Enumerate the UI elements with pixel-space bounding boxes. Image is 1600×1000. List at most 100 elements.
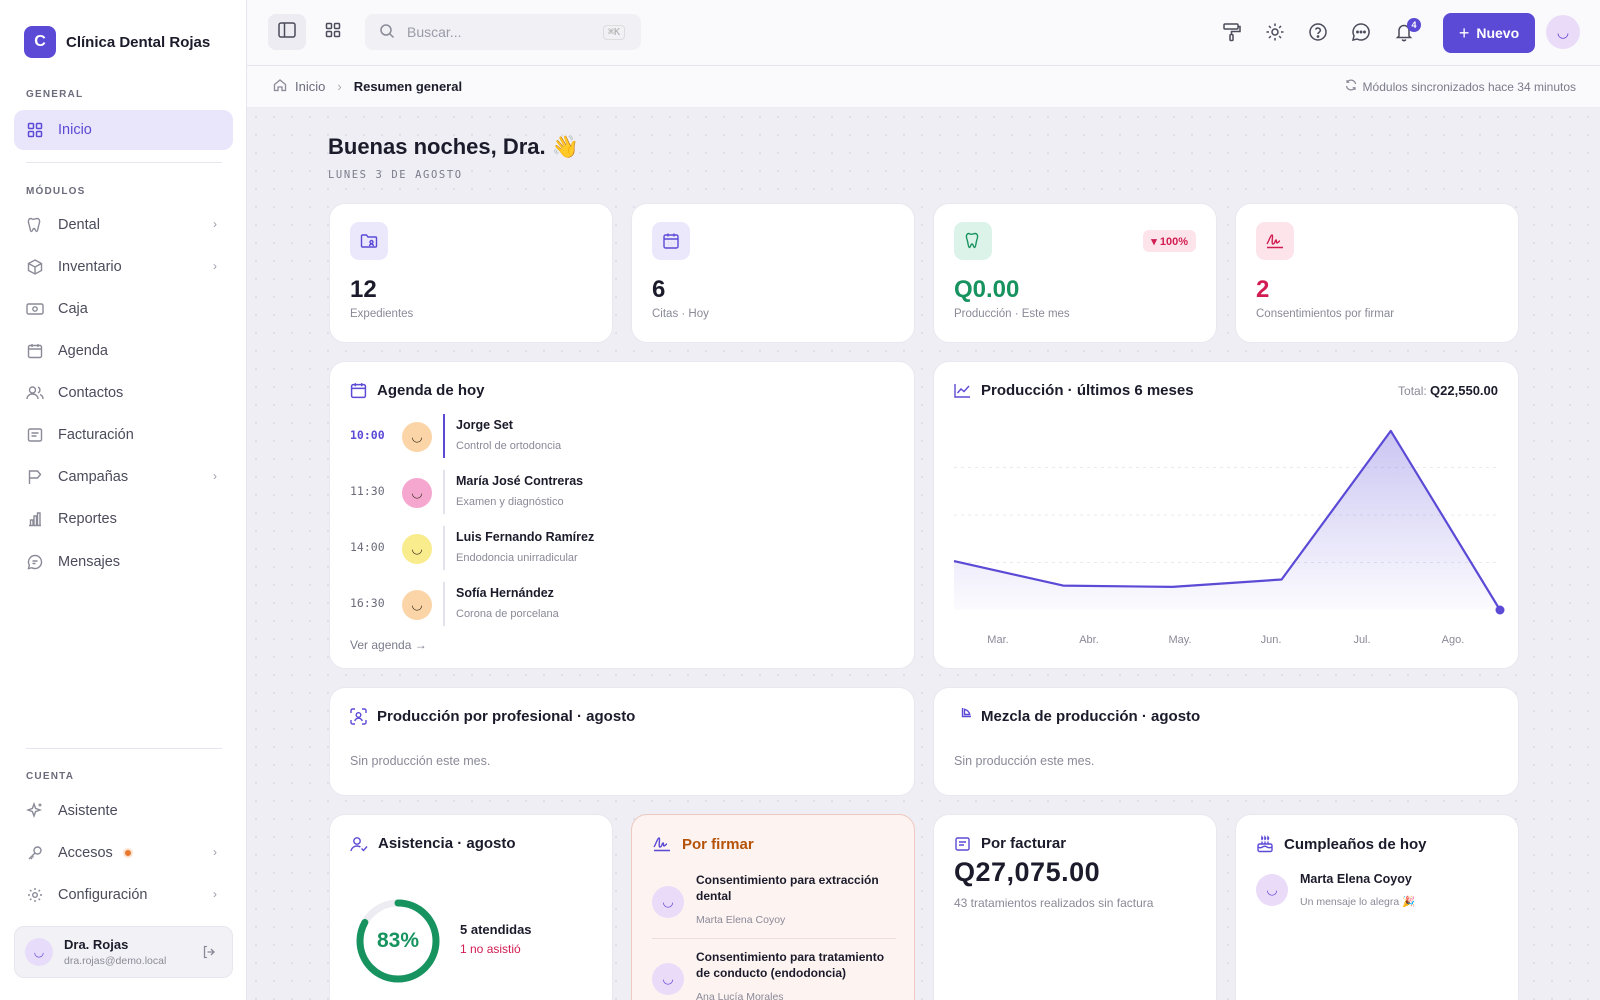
appointment-time: 11:30 [350,484,385,498]
breadcrumb-home[interactable]: Inicio [295,79,326,94]
stat-value: Q0.00 [954,276,1020,303]
sidebar-item-label: Accesos [58,845,113,861]
sidebar-item-caja[interactable]: Caja [14,289,233,329]
cake-icon [1257,835,1273,853]
chat-icon[interactable] [1351,22,1373,44]
user-card[interactable]: ◡ Dra. Rojas dra.rojas@demo.local [14,926,233,978]
paint-roller-icon[interactable] [1222,22,1244,44]
no-show-count: 1 no asistió [460,942,521,956]
stat-value: 2 [1256,276,1270,303]
attended-count: 5 atendidas [460,922,532,937]
alert-dot [122,848,133,858]
chevron-right-icon: › [213,469,217,483]
attendance-percent: 83% [376,929,420,952]
appointment-row[interactable]: 14:00 ◡ Luis Fernando Ramírez Endodoncia… [350,526,890,572]
sync-status-text: Módulos sincronizados hace 34 minutos [1362,79,1576,94]
empty-state: Sin producción este mes. [350,754,491,768]
appointment-name: María José Contreras [456,474,584,488]
divider [26,162,222,163]
brand-logo: C [24,26,56,58]
brand-name: Clínica Dental Rojas [66,33,211,51]
divider [652,938,896,939]
trend-badge: ▾ 100% [1143,230,1196,252]
appointment-desc: Examen y diagnóstico [456,496,564,508]
sidebar-item-accesos[interactable]: Accesos › [14,833,233,873]
grid-icon [26,121,44,139]
sidebar-item-inventario[interactable]: Inventario › [14,247,233,287]
sidebar-item-label: Campañas [58,469,129,485]
brand[interactable]: C Clínica Dental Rojas [24,26,210,58]
agenda-title-text: Agenda de hoy [377,382,485,399]
production-chart-card: Producción · últimos 6 meses Total: Q22,… [933,361,1519,669]
chevron-right-icon: › [213,259,217,273]
appointment-bar [443,414,445,458]
signature-icon [653,837,670,852]
stat-card-expedientes[interactable]: 12 Expedientes [329,203,613,343]
new-button[interactable]: + Nuevo [1443,13,1535,53]
appointment-row[interactable]: 16:30 ◡ Sofía Hernández Corona de porcel… [350,582,890,628]
toggle-sidebar-button[interactable] [268,14,306,50]
birthday-name[interactable]: Marta Elena Coyoy [1300,872,1412,886]
patient-avatar: ◡ [1256,874,1288,906]
appointment-bar [443,582,445,626]
chart-x-tick-label: Mar. [987,634,1008,646]
new-button-label: Nuevo [1476,25,1520,41]
chevron-right-icon: › [337,79,342,94]
sidebar-item-agenda[interactable]: Agenda [14,331,233,371]
stat-card-citas[interactable]: 6 Citas · Hoy [631,203,915,343]
section-modules-label: MÓDULOS [26,186,86,197]
appointment-desc: Control de ortodoncia [456,440,562,452]
logout-icon[interactable] [202,945,216,964]
help-icon[interactable] [1308,22,1330,44]
divider [26,748,222,749]
sidebar-item-reportes[interactable]: Reportes [14,499,233,539]
sidebar-item-asistente[interactable]: Asistente [14,791,233,831]
sidebar-item-contactos[interactable]: Contactos [14,373,233,413]
appointment-bar [443,526,445,570]
appointment-row[interactable]: 11:30 ◡ María José Contreras Examen y di… [350,470,890,516]
production-title-text: Producción · últimos 6 meses [981,382,1194,399]
sidebar-item-label: Caja [58,301,88,317]
page-date: LUNES 3 DE AGOSTO [328,169,463,181]
sidebar-item-label: Agenda [58,343,108,359]
invoice-icon [26,426,44,444]
apps-button[interactable] [314,14,352,50]
stat-label: Consentimientos por firmar [1256,308,1395,320]
stat-card-produccion[interactable]: ▾ 100% Q0.00 Producción · Este mes [933,203,1217,343]
sidebar-item-facturacion[interactable]: Facturación [14,415,233,455]
search-input[interactable]: Buscar... ⌘K [365,14,641,50]
calendar-icon [26,342,44,360]
sidebar-item-label: Reportes [58,511,117,527]
to-sign-title-text: Por firmar [682,835,754,853]
attendance-ring: 83% [354,897,442,985]
chart-x-tick-label: May. [1168,634,1191,646]
plus-icon: + [1458,22,1470,43]
ring-progress [356,899,440,983]
sidebar-item-inicio[interactable]: Inicio [14,110,233,150]
gear-icon[interactable] [1265,22,1287,44]
notification-count-badge: 4 [1407,18,1421,32]
appointment-bar [443,470,445,514]
production-by-professional-card: Producción por profesional · agosto Sin … [329,687,915,796]
user-avatar[interactable]: ◡ [1546,15,1580,49]
chart-x-tick-label: Ago. [1442,634,1465,646]
flag-icon [26,468,44,486]
chart-x-tick-label: Jun. [1261,634,1282,646]
stat-label: Citas · Hoy [652,308,709,320]
sidebar-item-configuracion[interactable]: Configuración › [14,875,233,915]
production-mix-card: Mezcla de producción · agosto Sin produc… [933,687,1519,796]
topbar: Buscar... ⌘K 4 + Nuevo ◡ [247,0,1600,66]
attendance-title-text: Asistencia · agosto [378,835,516,852]
sidebar-item-label: Mensajes [58,554,121,570]
sidebar-item-label: Dental [58,217,100,233]
search-icon [379,23,395,42]
sidebar-item-dental[interactable]: Dental › [14,205,233,245]
view-agenda-link[interactable]: Ver agenda → [350,638,427,652]
bar-chart-icon [26,510,44,528]
appointment-row[interactable]: 10:00 ◡ Jorge Set Control de ortodoncia [350,414,890,460]
stat-card-consentimientos[interactable]: 2 Consentimientos por firmar [1235,203,1519,343]
sidebar-item-campanas[interactable]: Campañas › [14,457,233,497]
empty-state: Sin producción este mes. [954,754,1095,768]
bell-icon[interactable] [1394,22,1416,44]
sidebar-item-mensajes[interactable]: Mensajes [14,542,233,582]
